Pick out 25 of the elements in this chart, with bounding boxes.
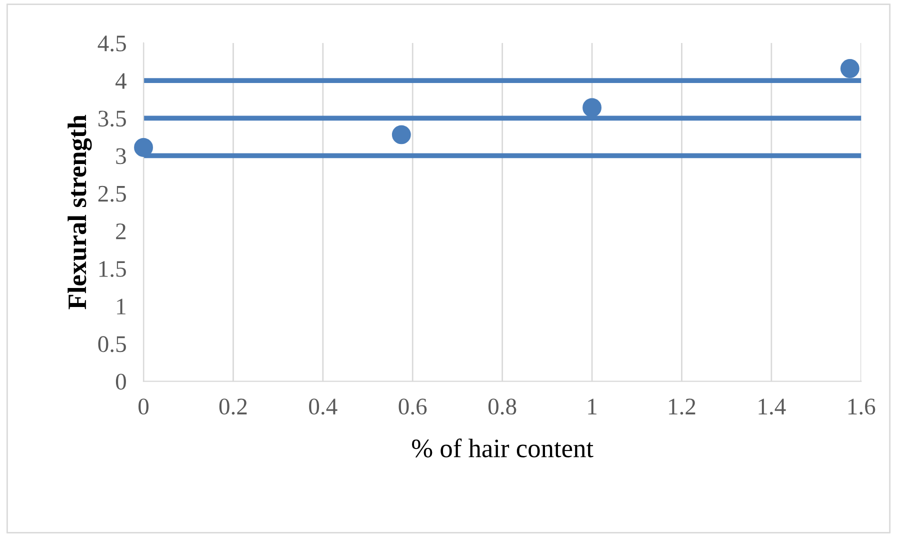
y-tick-label: 3 [116, 148, 126, 164]
y-tick-label: 1 [117, 298, 126, 314]
y-tick-label: 1.5 [99, 261, 126, 278]
x-tick-label: 0.2 [219, 398, 247, 415]
y-tick-label: 3.5 [98, 110, 126, 127]
y-tick-label: 4.5 [98, 36, 126, 52]
x-tick-label: 1 [588, 398, 597, 414]
point [392, 125, 411, 144]
point [840, 59, 860, 78]
x-tick-label: 1.2 [669, 398, 696, 415]
point [582, 98, 602, 118]
x-tick-label: 0.4 [309, 398, 338, 415]
y-tick-label: 2.5 [98, 186, 126, 202]
x-tick-label: 0 [138, 398, 149, 415]
x-tick-label: 0.6 [398, 398, 427, 415]
x-tick-label: 0.8 [488, 398, 516, 415]
y-tick-label: 0.5 [98, 336, 126, 352]
y-axis-title: Flexural strength [68, 114, 92, 310]
y-tick-label: 2 [116, 223, 126, 240]
point [134, 138, 153, 157]
y-tick-label: 4 [116, 73, 126, 89]
x-axis-title: % of hair content [412, 438, 594, 458]
x-tick-label: 1.6 [848, 398, 876, 415]
x-tick-label: 1.4 [758, 398, 786, 415]
y-tick-label: 0 [116, 374, 126, 390]
